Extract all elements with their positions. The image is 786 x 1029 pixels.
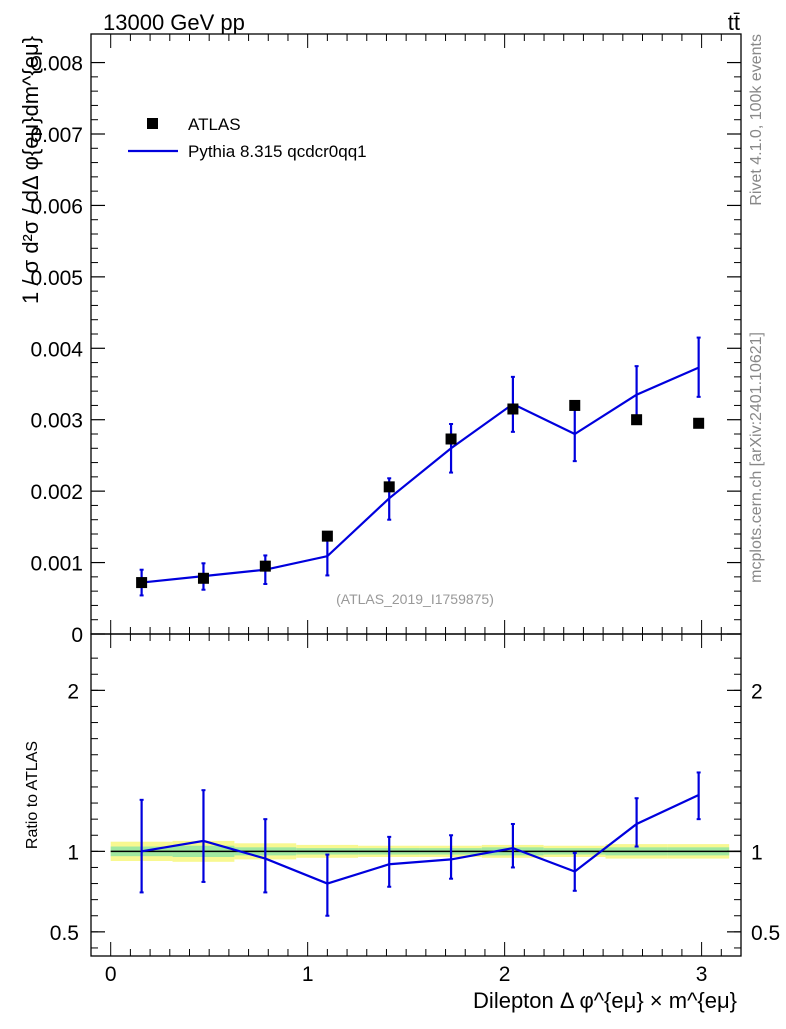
mc-line [141, 366, 700, 584]
legend: ATLAS Pythia 8.315 qcdcr0qq1 [128, 115, 367, 161]
legend-label-atlas: ATLAS [188, 115, 241, 134]
main-ytick-label: 0.001 [30, 553, 83, 576]
ratio-xtick-label: 2 [499, 963, 511, 986]
legend-marker-atlas [147, 118, 158, 129]
main-ytick-label: 0.002 [30, 481, 83, 504]
main-ytick-label: 0.005 [30, 267, 83, 290]
ratio-ytick-label: 2 [67, 680, 79, 703]
main-ytick-label: 0.004 [30, 338, 83, 361]
rivet-label: Rivet 4.1.0, 100k events [748, 34, 765, 206]
atlas-point [321, 530, 333, 542]
ratio-ytick-label: 0.5 [50, 922, 79, 945]
atlas-point [197, 572, 209, 584]
atlas-point [383, 481, 395, 493]
energy-label: 13000 GeV pp [103, 10, 245, 35]
ratio-ytick-label-right: 1 [751, 841, 763, 864]
ratio-line [141, 794, 700, 885]
main-ytick-label: 0.003 [30, 410, 83, 433]
ratio-xtick-label: 0 [105, 963, 117, 986]
main-ytick-label: 0 [71, 624, 83, 647]
atlas-point [507, 403, 519, 415]
ratio-ytick-label-right: 2 [751, 680, 763, 703]
ratio-frame [90, 633, 742, 957]
ratio-xtick-label: 3 [696, 963, 708, 986]
ratio-ytick-label-right: 0.5 [751, 922, 780, 945]
process-label: tt̄ [728, 10, 740, 35]
ratio-ylabel: Ratio to ATLAS [24, 741, 41, 849]
legend-label-pythia: Pythia 8.315 qcdcr0qq1 [188, 142, 367, 161]
main-ylabel: 1 / σ d²σ / dΔ φ{eμ}dm^{eμ} [18, 36, 43, 304]
ratio-ytick-label: 1 [67, 841, 79, 864]
atlas-point [259, 560, 271, 572]
x-axis-label: Dilepton Δ φ^{eμ} × m^{eμ} [473, 988, 737, 1013]
watermark: (ATLAS_2019_I1759875) [336, 591, 494, 607]
atlas-point [569, 399, 581, 411]
main-ytick-label: 0.006 [30, 195, 83, 218]
atlas-point [631, 414, 643, 426]
atlas-point [136, 577, 148, 589]
ratio-xtick-label: 1 [302, 963, 314, 986]
main-ytick-label: 0.008 [30, 53, 83, 76]
source-label: mcplots.cern.ch [arXiv:2401.10621] [748, 332, 765, 583]
main-ytick-label: 0.007 [30, 124, 83, 147]
main-panel: 0 0.001 0.002 0.003 0.004 0.005 0.006 0.007 0.00… [30, 33, 742, 647]
ratio-panel: 0.5 0.5 1 1 2 2 0 1 2 3 [50, 633, 780, 986]
atlas-point [693, 417, 705, 429]
atlas-point [445, 433, 457, 445]
